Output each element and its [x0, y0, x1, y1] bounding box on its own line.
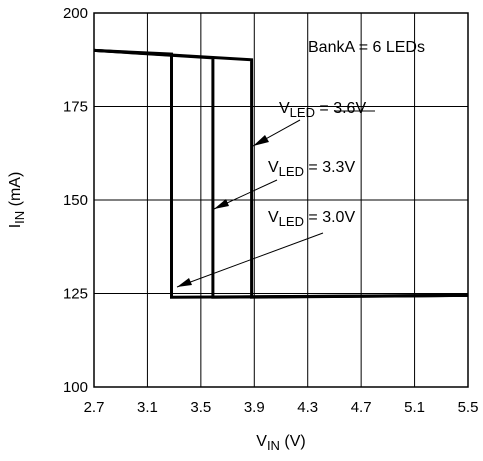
series-layer [93, 48, 469, 299]
series-label-3v3: VLED = 3.3V [268, 159, 355, 179]
y-tick-label: 175 [63, 99, 88, 116]
arrowhead-3v0 [177, 278, 192, 287]
x-tick-label: 4.7 [351, 399, 372, 416]
x-axis-label: VIN (V) [256, 433, 305, 453]
arrowhead-3v6 [253, 135, 269, 146]
x-tick-label: 3.1 [137, 399, 158, 416]
arrowhead-3v3 [214, 199, 229, 209]
y-axis-label: IIN (mA) [7, 172, 27, 229]
series-line-3 [93, 48, 469, 299]
y-tick-label: 200 [63, 5, 88, 22]
x-tick-label: 4.3 [297, 399, 318, 416]
y-tick-label: 100 [63, 379, 88, 396]
x-tick-label: 3.9 [244, 399, 265, 416]
plot-frame [93, 12, 469, 388]
x-tick-label: 5.1 [404, 399, 425, 416]
annotation-arrows [176, 110, 375, 288]
x-tick-label: 5.5 [458, 399, 479, 416]
x-tick-labels: 2.7 3.1 3.5 3.9 4.3 4.7 5.1 5.5 [84, 399, 479, 416]
y-tick-label: 125 [63, 286, 88, 303]
x-tick-label: 3.5 [190, 399, 211, 416]
x-tick-label: 2.7 [84, 399, 105, 416]
annotation-bank: BankA = 6 LEDs [308, 39, 425, 56]
series-label-3v6: VLED = 3.6V [279, 100, 366, 120]
arrow-3v0 [176, 232, 324, 288]
series-label-3v0: VLED = 3.0V [268, 209, 355, 229]
y-tick-labels: 100 125 150 175 200 [63, 5, 88, 396]
grid [93, 12, 469, 388]
y-tick-label: 150 [63, 192, 88, 209]
